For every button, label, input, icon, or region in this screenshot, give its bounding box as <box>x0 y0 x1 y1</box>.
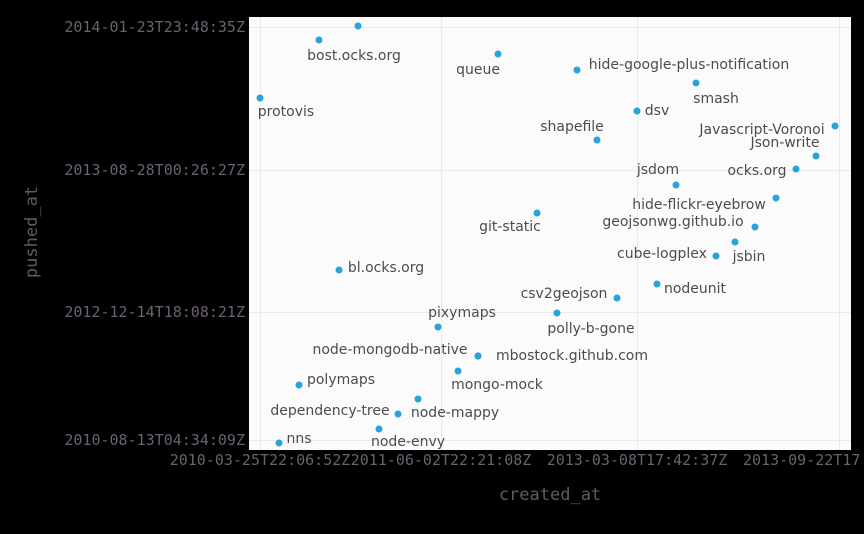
point-label: node-mappy <box>410 405 500 421</box>
point-label: ocks.org <box>727 163 787 179</box>
data-point[interactable] <box>573 66 581 74</box>
y-tick-label: 2014-01-23T23:48:35Z <box>64 18 245 36</box>
data-point[interactable] <box>593 136 601 144</box>
data-point[interactable] <box>335 266 343 274</box>
point-label: csv2geojson <box>520 286 608 302</box>
point-label: bl.ocks.org <box>347 260 425 276</box>
y-gridline <box>249 27 851 28</box>
data-point[interactable] <box>613 294 621 302</box>
point-label: bost.ocks.org <box>307 48 401 64</box>
x-gridline <box>260 17 261 450</box>
point-label: queue <box>456 62 500 78</box>
y-gridline <box>249 312 851 313</box>
data-point[interactable] <box>731 238 739 246</box>
point-label: polly-b-gone <box>547 321 635 337</box>
data-point[interactable] <box>354 22 362 30</box>
data-point[interactable] <box>256 94 264 102</box>
point-label: mongo-mock <box>451 377 543 393</box>
data-point[interactable] <box>653 280 661 288</box>
y-tick-label: 2012-12-14T18:08:21Z <box>64 303 245 321</box>
plot-area <box>249 17 851 450</box>
point-label: nns <box>286 431 312 447</box>
point-label: git-static <box>479 219 541 235</box>
point-label: dsv <box>644 103 670 119</box>
point-label: Json-write <box>750 135 820 151</box>
data-point[interactable] <box>672 181 680 189</box>
x-gridline <box>441 17 442 450</box>
data-point[interactable] <box>275 439 283 447</box>
point-label: Javascript-Voronoi <box>699 122 825 138</box>
data-point[interactable] <box>692 79 700 87</box>
point-label: node-mongodb-native <box>312 342 468 358</box>
data-point[interactable] <box>633 107 641 115</box>
point-label: pixymaps <box>428 305 496 321</box>
x-tick-label: 2013-09-22T17 <box>743 451 861 469</box>
data-point[interactable] <box>494 50 502 58</box>
point-label: geojsonwg.github.io <box>602 214 744 230</box>
data-point[interactable] <box>394 410 402 418</box>
point-label: nodeunit <box>663 281 727 297</box>
data-point[interactable] <box>315 36 323 44</box>
data-point[interactable] <box>474 352 482 360</box>
data-point[interactable] <box>533 209 541 217</box>
data-point[interactable] <box>812 152 820 160</box>
point-label: protovis <box>257 104 315 120</box>
y-gridline <box>249 170 851 171</box>
data-point[interactable] <box>831 122 839 130</box>
point-label: jsdom <box>636 162 680 178</box>
x-axis-title: created_at <box>498 485 602 505</box>
data-point[interactable] <box>792 165 800 173</box>
data-point[interactable] <box>295 381 303 389</box>
x-tick-label: 2011-06-02T22:21:08Z <box>350 451 532 469</box>
point-label: node-envy <box>370 434 446 450</box>
point-label: dependency-tree <box>270 403 390 419</box>
x-gridline <box>637 17 638 450</box>
data-point[interactable] <box>553 309 561 317</box>
y-tick-label: 2013-08-28T00:26:27Z <box>64 161 245 179</box>
point-label: jsbin <box>732 249 766 265</box>
point-label: shapefile <box>540 119 604 135</box>
x-gridline <box>839 17 840 450</box>
data-point[interactable] <box>751 223 759 231</box>
y-axis-title: pushed_at <box>22 185 42 279</box>
y-tick-label: 2010-08-13T04:34:09Z <box>64 431 245 449</box>
point-label: smash <box>693 91 739 107</box>
x-tick-label: 2013-03-08T17:42:37Z <box>546 451 728 469</box>
x-tick-label: 2010-03-25T22:06:52Z <box>169 451 351 469</box>
point-label: mbostock.github.com <box>496 348 648 364</box>
data-point[interactable] <box>454 367 462 375</box>
data-point[interactable] <box>414 395 422 403</box>
data-point[interactable] <box>434 323 442 331</box>
point-label: hide-flickr-eyebrow <box>632 197 766 213</box>
data-point[interactable] <box>712 252 720 260</box>
data-point[interactable] <box>375 425 383 433</box>
data-point[interactable] <box>772 194 780 202</box>
point-label: polymaps <box>306 372 376 388</box>
point-label: hide-google-plus-notification <box>588 57 790 73</box>
y-gridline <box>249 440 851 441</box>
point-label: cube-logplex <box>617 246 707 262</box>
